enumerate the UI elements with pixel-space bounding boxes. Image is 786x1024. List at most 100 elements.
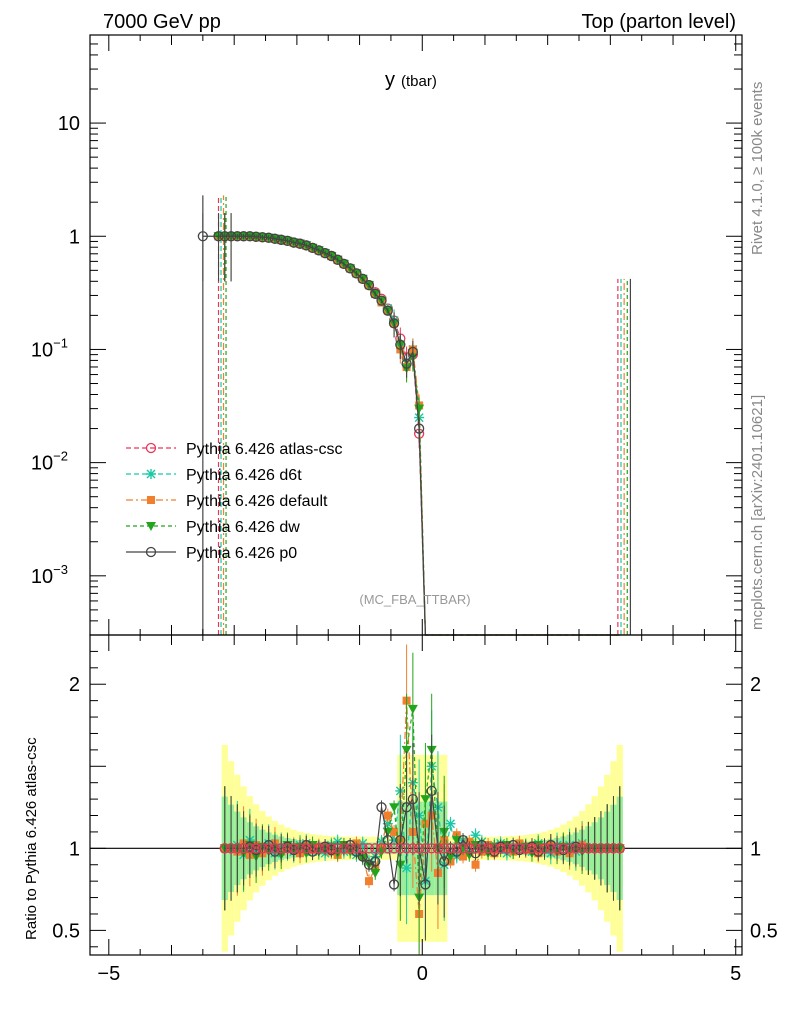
- ratio-series-group: [219, 644, 625, 955]
- series-line: [202, 235, 620, 636]
- ratio-reference-point: [288, 843, 299, 854]
- data-point: [414, 404, 425, 414]
- data-point: [213, 231, 224, 242]
- data-point: [269, 233, 281, 244]
- mcplots-label: mcplots.cern.ch [arXiv:2401.10621]: [749, 395, 766, 630]
- ratio-reference-point: [570, 843, 582, 854]
- ratio-point: [445, 818, 456, 829]
- ratio-reference-point: [439, 843, 450, 854]
- ratio-reference-point: [313, 843, 324, 854]
- ratio-point: [269, 846, 281, 857]
- ratio-y-label: Ratio to Pythia 6.426 atlas-csc: [23, 737, 40, 940]
- x-tick-label: 0: [417, 963, 428, 985]
- ratio-reference-point: [370, 843, 381, 854]
- ratio-point: [382, 818, 393, 829]
- main-y-tick-label: 10−3: [31, 562, 68, 588]
- ratio-y-tick-label-right: 1: [750, 838, 761, 860]
- main-y-tick-label: 1: [69, 226, 80, 248]
- ratio-point: [401, 802, 412, 813]
- ratio-point: [363, 859, 375, 870]
- ratio-point: [439, 856, 450, 867]
- ratio-reference-point: [376, 843, 387, 854]
- series-d6t: [213, 195, 622, 636]
- ratio-reference-point: [583, 843, 594, 854]
- ratio-reference-point: [232, 843, 243, 854]
- ratio-reference-point: [426, 843, 437, 854]
- ratio-point: [370, 868, 381, 878]
- ratio-reference-point: [257, 843, 268, 854]
- ratio-point: [457, 834, 469, 846]
- x-tick-label: −5: [97, 963, 120, 985]
- ratio-reference-point: [238, 843, 249, 854]
- data-point: [319, 247, 331, 259]
- legend-label: Pythia 6.426 p0: [186, 545, 297, 562]
- data-point: [219, 231, 230, 242]
- legend-marker: [146, 522, 156, 531]
- ratio-reference-point: [301, 843, 312, 854]
- ratio-point: [545, 839, 556, 851]
- ratio-reference-point: [395, 843, 406, 854]
- ratio-panel: 2 2 1 1 0.5 0.5 Ratio to Pythia 6.426 atlas-c…: [23, 35, 778, 985]
- legend-marker: [146, 469, 156, 479]
- ratio-reference-point: [445, 843, 456, 854]
- ratio-reference-point: [338, 843, 350, 854]
- analysis-tag: (MC_FBA_TTBAR): [359, 592, 470, 607]
- ratio-y-tick-label-right: 0.5: [750, 920, 778, 942]
- main-panel: 10 1 10−1 10−2 10−3 y (tbar) (MC_FBA_TTBAR) P…: [31, 34, 743, 636]
- ratio-reference-point: [551, 843, 563, 854]
- ratio-reference-point: [564, 843, 575, 854]
- ratio-reference-point: [219, 843, 230, 854]
- ratio-reference-point: [602, 843, 613, 854]
- data-point: [345, 263, 356, 274]
- ratio-reference-point: [589, 843, 600, 854]
- main-y-tick-label: 10: [58, 113, 80, 135]
- ratio-reference-point: [501, 843, 513, 854]
- legend-label: Pythia 6.426 d6t: [186, 467, 302, 484]
- legend-label: Pythia 6.426 atlas-csc: [186, 441, 343, 458]
- ratio-reference-point: [608, 843, 619, 854]
- ratio-point: [383, 811, 392, 820]
- legend-label: Pythia 6.426 dw: [186, 519, 300, 536]
- ratio-point: [345, 839, 356, 851]
- data-point: [413, 423, 425, 434]
- ratio-point: [459, 852, 468, 861]
- ratio-point: [401, 863, 412, 874]
- ratio-reference-point: [294, 843, 306, 854]
- data-point: [276, 234, 287, 245]
- data-point: [395, 339, 406, 350]
- data-point: [288, 237, 299, 248]
- x-axis: −5 0 5: [97, 35, 741, 985]
- ratio-point: [508, 839, 519, 851]
- ratio-reference-point: [420, 843, 431, 854]
- ratio-reference-point: [282, 843, 293, 854]
- ratio-reference-point: [451, 843, 462, 854]
- ratio-point: [533, 846, 544, 857]
- series-dw: [213, 195, 628, 636]
- ratio-reference-point: [614, 843, 625, 854]
- energy-header: 7000 GeV pp: [103, 11, 221, 33]
- data-point: [351, 268, 362, 279]
- data-point: [225, 231, 237, 242]
- ratio-point: [263, 839, 274, 851]
- ratio-point: [470, 848, 481, 859]
- ratio-point: [351, 846, 362, 857]
- ratio-reference-point: [470, 843, 481, 854]
- data-point: [382, 305, 393, 316]
- ratio-reference-point: [495, 843, 506, 854]
- ratio-reference-point: [545, 843, 556, 854]
- ratio-point: [471, 860, 480, 869]
- legend-entry: Pythia 6.426 p0: [126, 545, 297, 562]
- ratio-point: [420, 879, 431, 890]
- ratio-reference: [219, 843, 625, 854]
- ratio-reference-point: [244, 843, 256, 854]
- ratio-reference-point: [382, 843, 393, 854]
- ratio-reference-point: [514, 843, 525, 854]
- ratio-point: [388, 879, 400, 890]
- legend-entry: Pythia 6.426 atlas-csc: [126, 441, 343, 458]
- rivet-label: Rivet 4.1.0, ≥ 100k events: [749, 82, 766, 255]
- ratio-point: [476, 839, 487, 851]
- ratio-reference-point: [250, 843, 262, 854]
- ratio-reference-point: [401, 843, 412, 854]
- data-point: [301, 240, 312, 251]
- ratio-reference-point: [457, 843, 469, 854]
